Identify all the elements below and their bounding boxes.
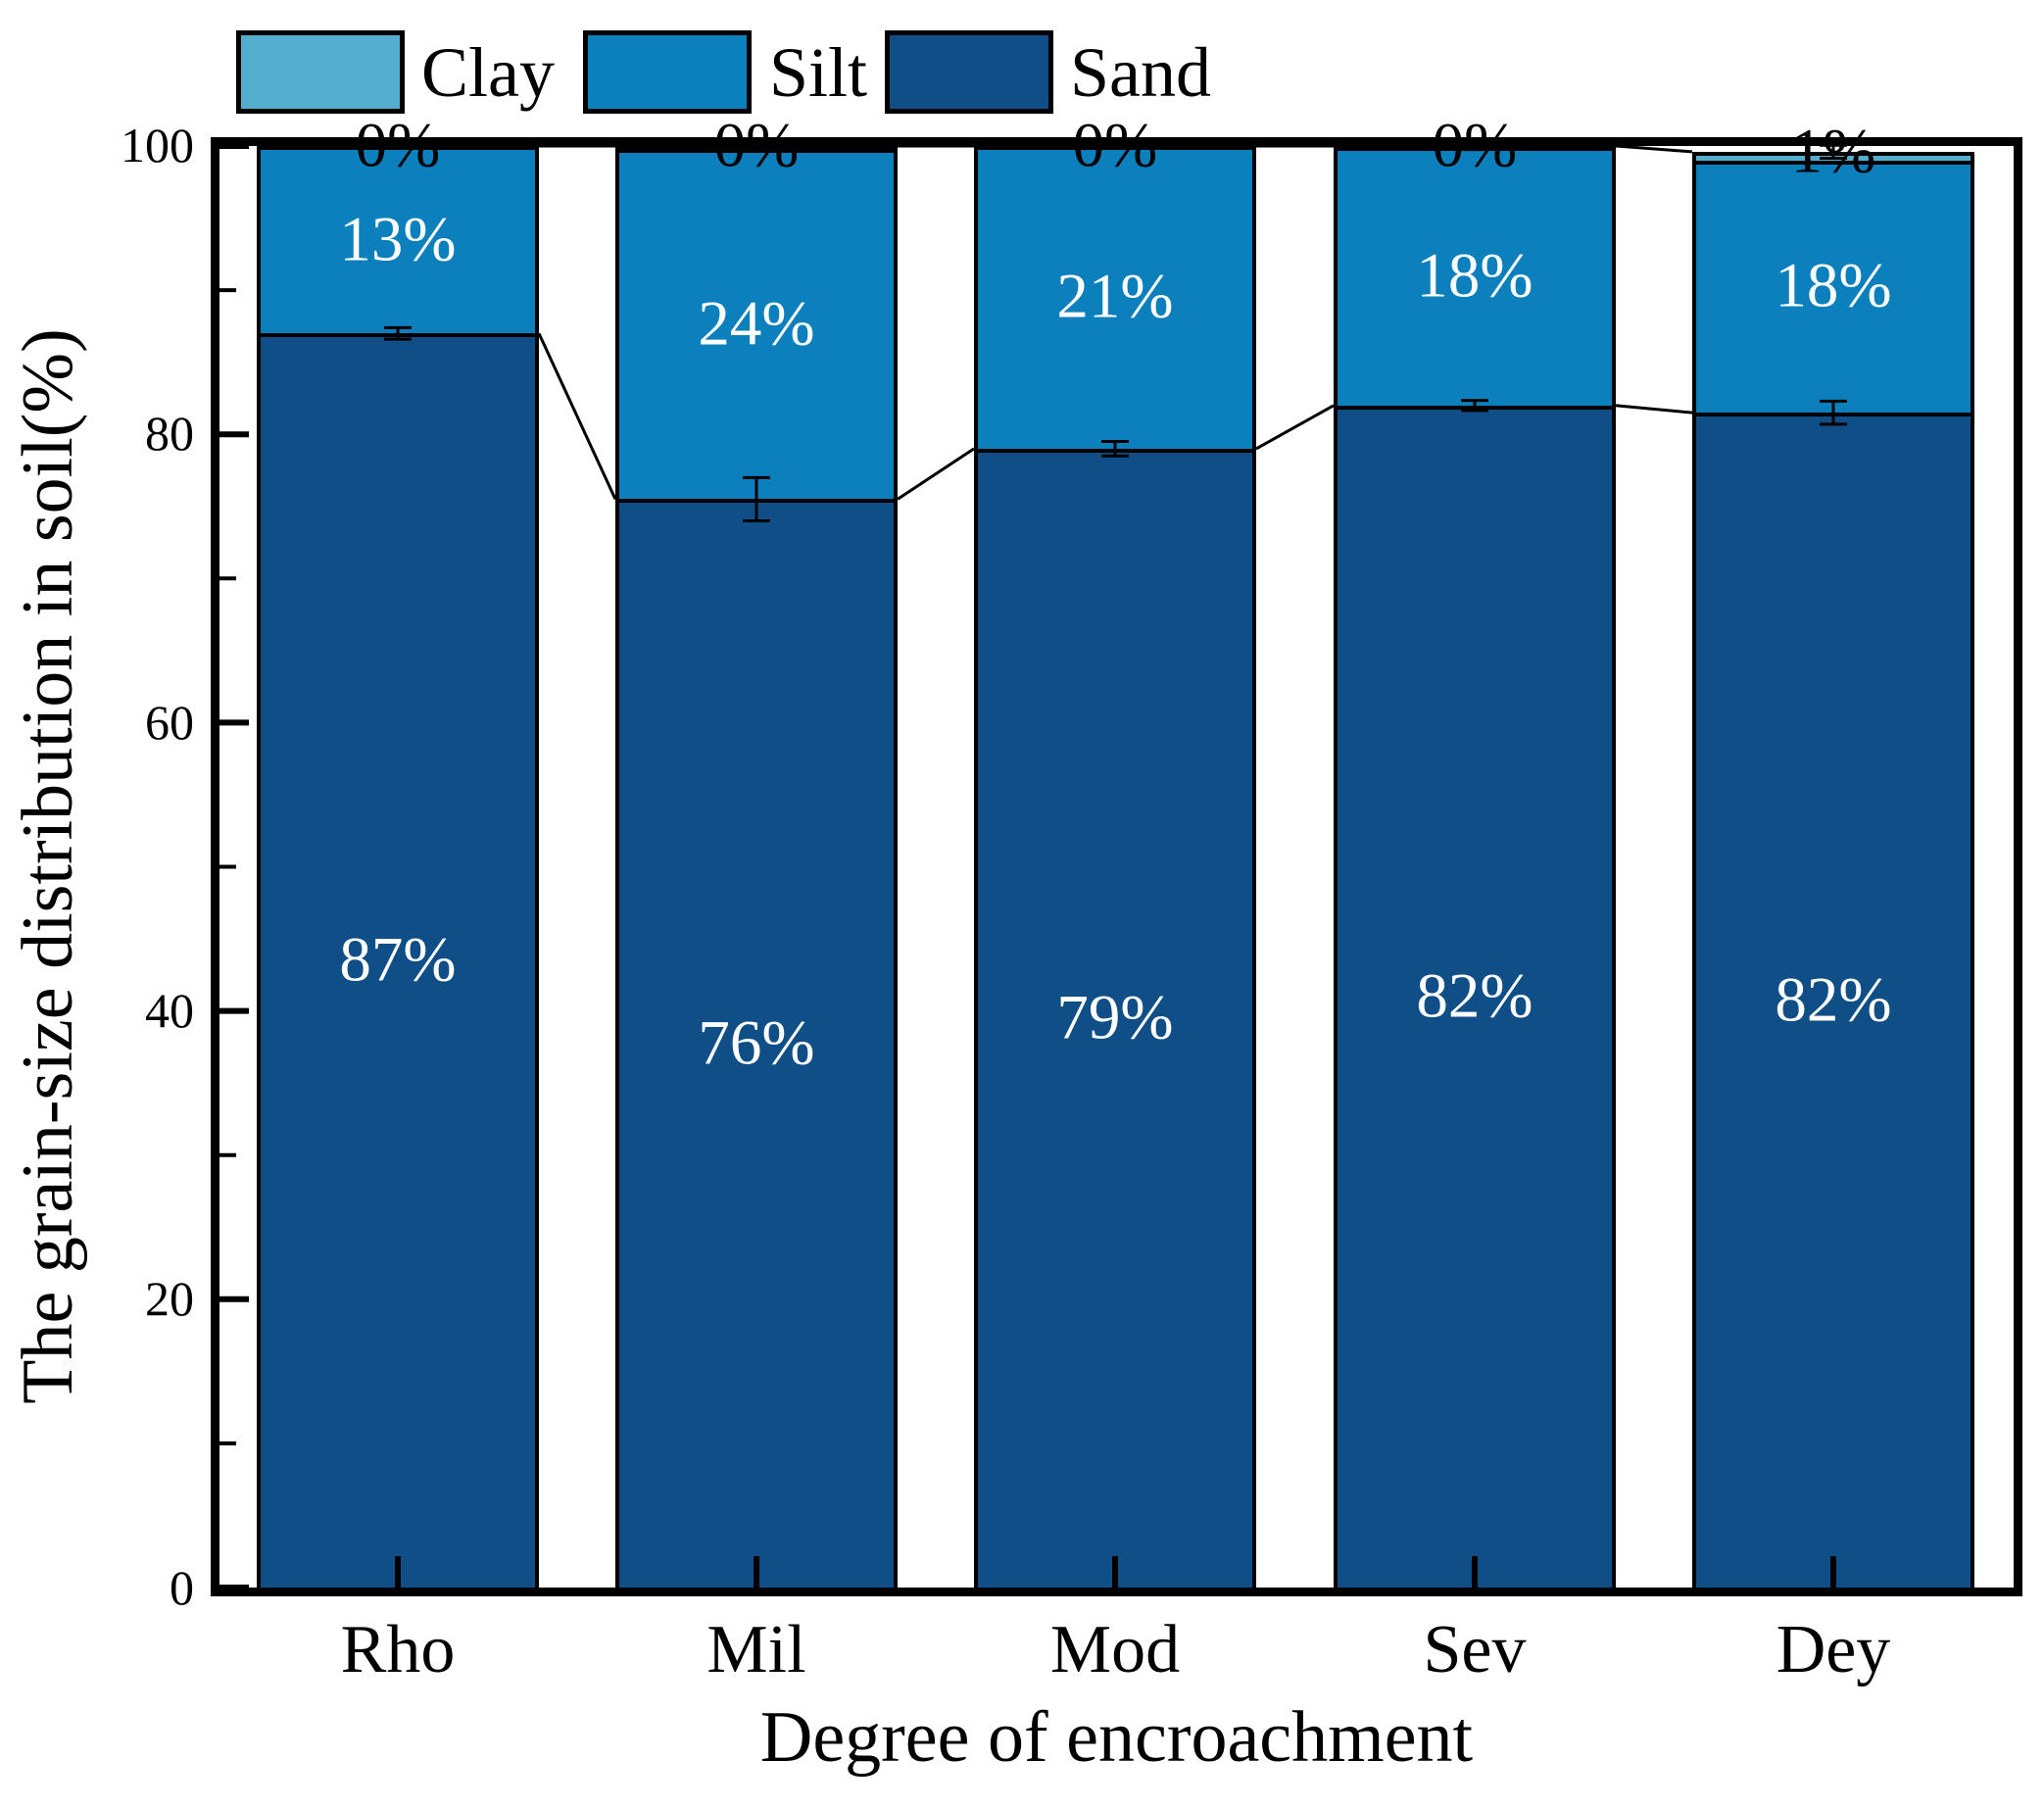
legend-swatch-silt	[583, 30, 752, 114]
legend-label-clay: Clay	[421, 32, 555, 112]
y-tick-label-0: 0	[170, 1560, 194, 1615]
bar-segment-silt-dey	[1692, 160, 1974, 414]
y-tick-label-40: 40	[145, 983, 194, 1038]
bar-segment-sand-dey	[1692, 413, 1974, 1588]
bar-segment-clay-dey	[1692, 151, 1974, 161]
x-category-label-mil: Mil	[706, 1612, 806, 1687]
x-category-label-sev: Sev	[1423, 1612, 1527, 1687]
bar-segment-silt-rho	[257, 146, 539, 334]
x-category-label-rho: Rho	[340, 1612, 456, 1687]
legend-swatch-clay	[236, 30, 405, 114]
y-tick-label-20: 20	[145, 1271, 194, 1326]
x-category-label-dey: Dey	[1776, 1612, 1891, 1687]
bar-segment-sand-sev	[1334, 405, 1616, 1588]
y-axis-title: The grain-size distribution in soil(%)	[8, 328, 88, 1404]
bar-segment-clay-sev	[1334, 146, 1616, 150]
x-axis-title: Degree of encroachment	[759, 1697, 1474, 1778]
plot-area: 87% 13% 0% 76% 24% 0% 79% 21% 0% 82% 18% 0% 82% 18% 1%	[219, 114, 2014, 1590]
bar-segment-silt-mod	[974, 146, 1256, 449]
bar-segment-sand-mil	[615, 499, 898, 1588]
legend-swatch-sand	[885, 30, 1053, 114]
y-tick-label-60: 60	[145, 695, 194, 750]
bar-segment-sand-mod	[974, 448, 1256, 1588]
bar-segment-sand-rho	[257, 333, 539, 1588]
y-tick-label-80: 80	[145, 406, 194, 461]
bar-segment-clay-mil	[615, 146, 898, 150]
bar-segment-silt-mil	[615, 148, 898, 500]
legend-label-silt: Silt	[769, 32, 868, 112]
x-category-label-mod: Mod	[1049, 1612, 1181, 1687]
legend-label-sand: Sand	[1070, 32, 1211, 112]
bar-segment-silt-sev	[1334, 147, 1616, 406]
y-tick-label-100: 100	[121, 118, 194, 172]
